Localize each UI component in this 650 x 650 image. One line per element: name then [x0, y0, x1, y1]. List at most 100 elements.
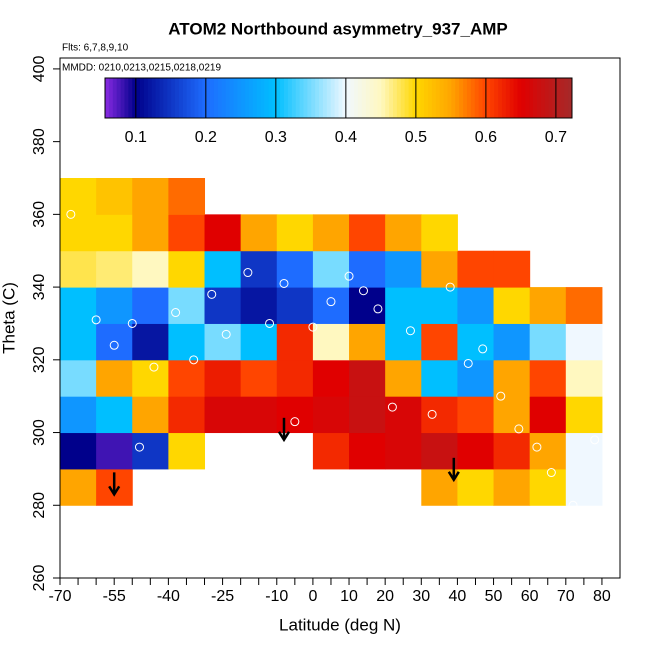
heat-cell: [168, 287, 206, 324]
heat-cell: [529, 359, 567, 397]
data-point: [221, 329, 231, 339]
colorbar-segment: [509, 78, 515, 118]
colorbar-segment: [190, 78, 195, 118]
heat-cell: [493, 287, 531, 324]
colorbar-segment: [182, 78, 188, 118]
colorbar-segment: [171, 78, 176, 118]
heat-cell: [60, 287, 97, 324]
heat-cell: [457, 359, 495, 397]
heat-cell: [204, 396, 242, 434]
colorbar-segment: [334, 78, 339, 118]
colorbar-segment: [175, 78, 180, 118]
colorbar-segment: [338, 78, 343, 118]
colorbar-segment: [517, 78, 522, 118]
heat-cell: [349, 359, 386, 397]
colorbar-segment: [276, 78, 281, 118]
colorbar-segment: [466, 78, 472, 118]
colorbar-segment: [264, 78, 269, 118]
data-point: [405, 326, 415, 336]
heat-cell: [421, 359, 458, 397]
colorbar-segment: [217, 78, 223, 118]
colorbar-segment: [105, 78, 110, 118]
chart-title: ATOM2 Northbound asymmetry_937_AMP: [168, 19, 507, 38]
x-tick-label: -10: [265, 588, 288, 605]
heat-cell: [421, 214, 458, 252]
colorbar-segment: [389, 78, 394, 118]
y-axis-label: Theta (C): [0, 282, 18, 354]
colorbar-segment: [322, 78, 328, 118]
heat-cell: [60, 250, 97, 288]
heat-cell: [204, 250, 242, 288]
heat-cell: [204, 323, 242, 361]
y-tick-label: 340: [31, 274, 48, 301]
heat-cell: [132, 359, 169, 397]
colorbar-segment: [385, 78, 390, 118]
colorbar-segment: [396, 78, 402, 118]
colorbar-segment: [431, 78, 437, 118]
heat-cell: [565, 468, 603, 506]
heat-cell: [457, 468, 495, 506]
colorbar-segment: [361, 78, 367, 118]
heat-cell: [96, 359, 133, 397]
colorbar-segment: [408, 78, 413, 118]
heat-cell: [421, 468, 458, 506]
colorbar-segment: [237, 78, 242, 118]
colorbar-segment: [248, 78, 254, 118]
colorbar-tick-label: 0.2: [195, 129, 217, 146]
data-point: [91, 315, 101, 325]
heat-cell: [493, 432, 531, 470]
colorbar-segment: [307, 78, 312, 118]
colorbar-segment: [245, 78, 250, 118]
colorbar-segment: [544, 78, 550, 118]
colorbar-segment: [229, 78, 234, 118]
x-tick-label: 80: [593, 588, 611, 605]
heat-cell: [457, 432, 495, 470]
colorbar-segment: [108, 78, 114, 118]
heat-cell: [60, 178, 97, 215]
x-tick-label: 30: [412, 588, 430, 605]
heat-cell: [96, 214, 133, 252]
heat-cell: [168, 432, 206, 470]
colorbar-segment: [424, 78, 429, 118]
heat-cell: [349, 250, 386, 288]
colorbar-segment: [198, 78, 203, 118]
heat-cell: [240, 359, 278, 397]
heat-cell: [385, 250, 422, 288]
arrow-head: [277, 431, 291, 443]
heat-cell: [240, 214, 278, 252]
colorbar-tick-label: 0.4: [335, 129, 357, 146]
heat-cell: [312, 432, 350, 470]
heat-cell: [312, 250, 350, 288]
heat-cell: [457, 396, 495, 434]
colorbar-segment: [455, 78, 460, 118]
heat-cell: [493, 396, 531, 434]
colorbar-segment: [350, 78, 355, 118]
colorbar-segment: [136, 78, 141, 118]
annotation: MMDD: 0210,0213,0215,0218,0219: [62, 63, 221, 74]
heat-cell: [96, 178, 133, 215]
heat-cell: [276, 396, 314, 434]
colorbar-segment: [482, 78, 487, 118]
heat-cell: [565, 396, 603, 434]
data-point: [243, 268, 253, 278]
colorbar-segment: [494, 78, 499, 118]
colorbar-segment: [303, 78, 308, 118]
y-tick-label: 360: [31, 201, 48, 228]
x-tick-label: 40: [449, 588, 467, 605]
heat-cell: [493, 323, 531, 361]
y-tick-label: 380: [31, 128, 48, 155]
colorbar-segment: [568, 78, 573, 118]
arrow-head: [108, 485, 121, 497]
colorbar-segment: [295, 78, 300, 118]
heat-cell: [96, 323, 133, 361]
data-point: [127, 318, 137, 328]
data-point: [463, 358, 473, 368]
colorbar-segment: [163, 78, 168, 118]
heat-cell: [493, 468, 531, 506]
heat-cell: [385, 432, 422, 470]
heat-cell: [276, 323, 314, 361]
colorbar-tick-label: 0.6: [475, 129, 497, 146]
colorbar-segment: [252, 78, 258, 118]
colorbar-segment: [354, 78, 359, 118]
